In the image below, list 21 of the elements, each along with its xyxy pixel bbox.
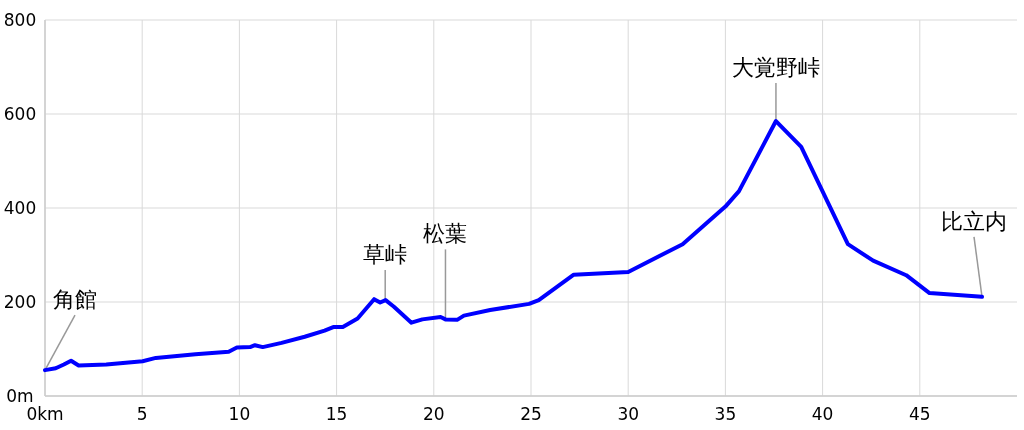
x-tick-label: 20 xyxy=(422,404,445,424)
y-tick-label: 800 xyxy=(3,10,37,30)
annotation: 草峠 xyxy=(363,242,408,268)
x-tick-label: 45 xyxy=(908,404,931,424)
x-tick-label: 0km xyxy=(26,404,64,424)
x-tick-label: 35 xyxy=(714,404,737,424)
y-tick-label: 0m xyxy=(6,386,34,406)
annotation: 角館 xyxy=(53,287,97,313)
y-tick-label: 400 xyxy=(3,198,37,218)
annotation: 大覚野峠 xyxy=(731,55,820,81)
annotation: 松葉 xyxy=(423,221,468,247)
x-tick-label: 30 xyxy=(617,404,640,424)
x-tick-label: 25 xyxy=(520,404,542,424)
line-series xyxy=(43,119,985,373)
annotation: 比立内 xyxy=(941,208,1008,234)
y-tick-label: 200 xyxy=(3,292,37,312)
x-tick-label: 5 xyxy=(136,404,148,424)
x-tick-label: 10 xyxy=(228,404,251,424)
y-tick-label: 600 xyxy=(3,104,37,124)
x-tick-label: 40 xyxy=(811,404,834,424)
x-tick-label: 15 xyxy=(325,404,348,424)
